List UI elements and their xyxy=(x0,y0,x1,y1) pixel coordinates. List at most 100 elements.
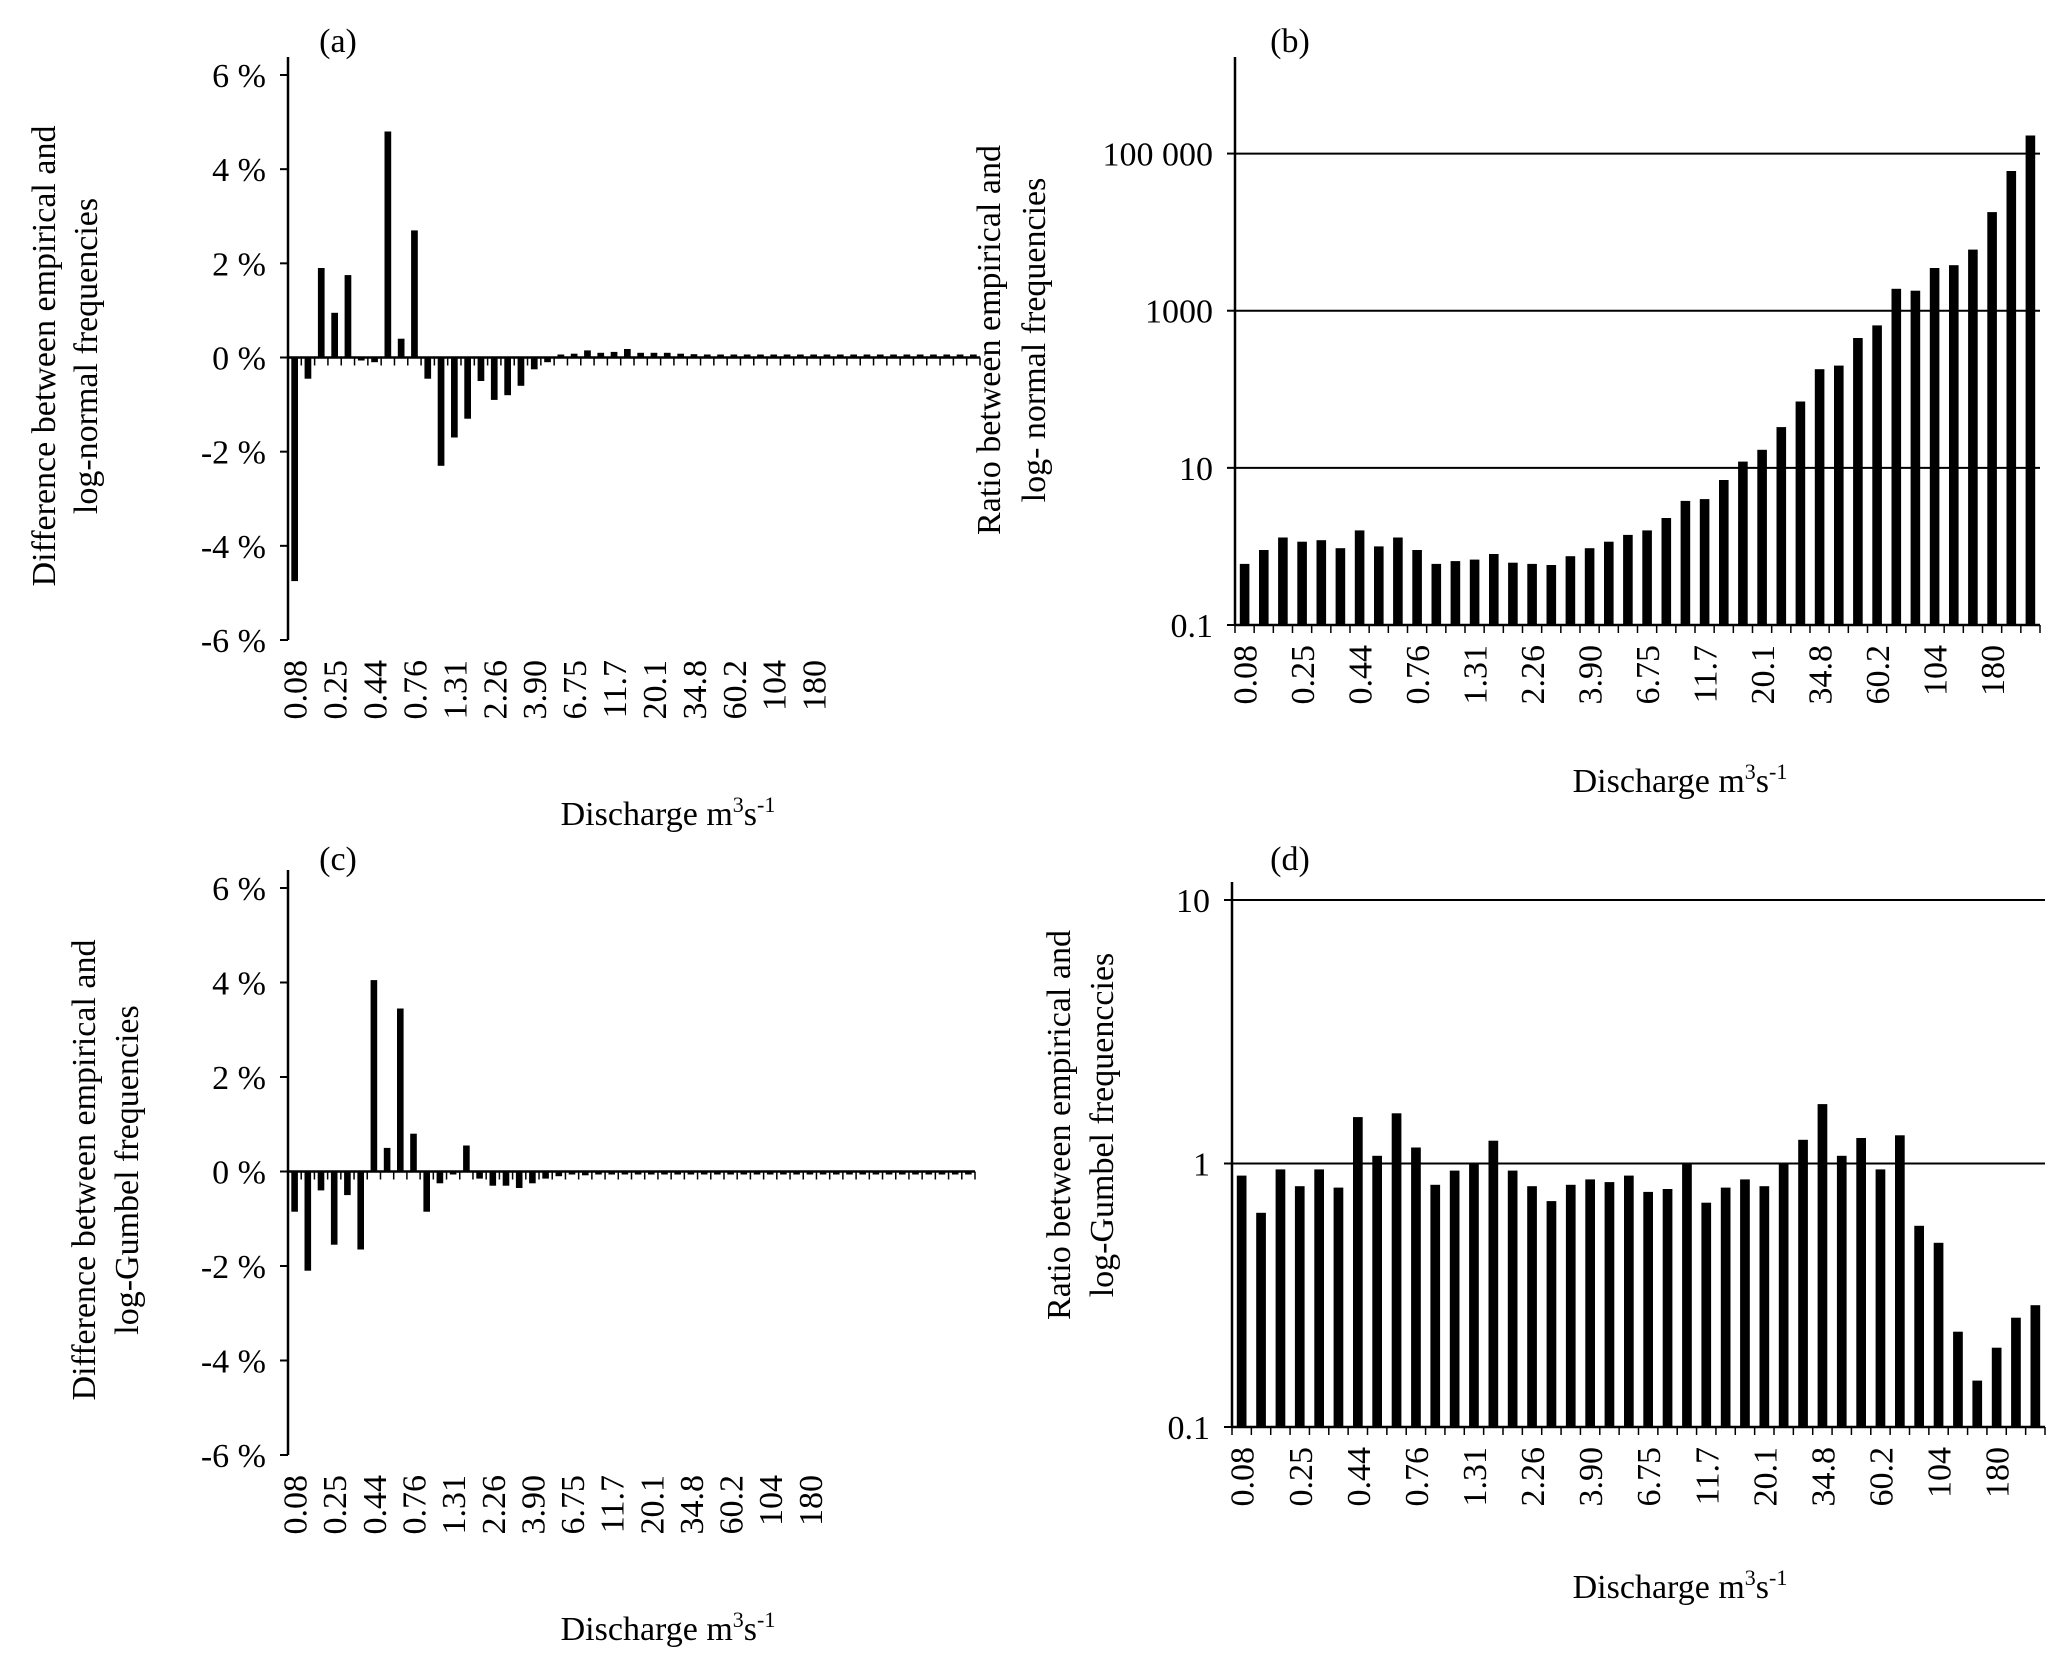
panel-c-bar xyxy=(806,1171,814,1175)
panel-c-bar xyxy=(925,1171,933,1175)
panel-a-ylabel-line1: Difference between empirical and xyxy=(26,126,63,587)
panel-c-ytick-label: -6 % xyxy=(201,1438,266,1475)
panel-a-yticks: 6 % 4 % 2 % 0 % -2 % -4 % -6 % xyxy=(201,58,288,660)
panel-a-bar xyxy=(331,312,338,358)
panel-c-bar xyxy=(700,1171,708,1175)
panel-d-bar xyxy=(1778,1163,1789,1427)
panel-a-xticks: 0.08 0.25 0.44 0.76 1.31 2.26 3.90 6.75 11.7 20.1… xyxy=(278,660,834,720)
panel-c-xtick-label: 1.31 xyxy=(436,1475,473,1535)
panel-b-bar xyxy=(2006,171,2017,625)
panel-d-bar xyxy=(1798,1139,1808,1427)
panel-a-bar xyxy=(677,353,684,358)
panel-b-bar xyxy=(1719,480,1729,625)
panel-b-bar xyxy=(1699,499,1710,625)
panel-b-bar xyxy=(1316,540,1327,625)
panel-a-xtick-label: 20.1 xyxy=(637,660,674,720)
panel-b-bar xyxy=(1776,427,1787,625)
panel-d-bar xyxy=(1895,1135,1905,1427)
panel-b-bar xyxy=(1278,537,1288,625)
panel-b-bar xyxy=(1393,537,1403,625)
panel-a-bar xyxy=(743,354,751,358)
panel-a-bar xyxy=(690,354,698,358)
panel-b-bar xyxy=(1239,563,1250,625)
panel-b-bar xyxy=(1297,541,1307,625)
panel-c-xtick-label: 2.26 xyxy=(476,1475,513,1535)
panel-d: (d) Ratio between empirical and log-Gumb… xyxy=(1041,841,2046,1606)
panel-a-xtick-label: 0.76 xyxy=(397,660,434,720)
panel-c-bar xyxy=(410,1133,417,1172)
panel-a-bar xyxy=(916,354,924,358)
panel-d-ytick-label: 1 xyxy=(1193,1147,1210,1184)
panel-a-xtick-label: 0.25 xyxy=(318,660,355,720)
panel-c-ytick-label: 0 % xyxy=(212,1155,266,1192)
panel-d-xtick-label: 180 xyxy=(1980,1447,2017,1498)
panel-d-bar xyxy=(1933,1242,1944,1427)
panel-b-bar xyxy=(1431,563,1442,625)
panel-c-xtick-label: 104 xyxy=(753,1475,790,1526)
panel-a-bar xyxy=(823,354,831,358)
panel-d-xtick-label: 104 xyxy=(1922,1447,1959,1498)
panel-b-xtick-label: 0.44 xyxy=(1343,645,1380,705)
panel-a-xtick-label: 60.2 xyxy=(717,660,754,720)
panel-d-xtick-label: 6.75 xyxy=(1631,1447,1668,1507)
panel-d-bar xyxy=(1701,1202,1712,1427)
panel-b-bar xyxy=(1814,369,1825,625)
panel-d-bar xyxy=(1488,1140,1499,1427)
panel-b-ytick-label: 100 000 xyxy=(1103,137,1214,174)
panel-a-xlabel: Discharge m3s-1 xyxy=(561,792,776,833)
panel-c-bar xyxy=(727,1171,734,1175)
panel-d-bar xyxy=(1759,1186,1770,1427)
panel-b-bar xyxy=(1680,500,1691,625)
panel-b-bar xyxy=(1489,554,1499,625)
panel-d-bar xyxy=(1682,1163,1692,1427)
panel-b-xtick-label: 20.1 xyxy=(1745,645,1782,705)
panel-c-xtick-label: 180 xyxy=(793,1475,830,1526)
panel-b-xtick-label: 180 xyxy=(1975,645,2012,696)
panel-d-xtick-label: 20.1 xyxy=(1747,1447,1784,1507)
panel-a-bar xyxy=(517,357,525,386)
panel-a-bar xyxy=(317,268,325,358)
panel-c-xtick-label: 6.75 xyxy=(555,1475,592,1535)
panel-a-ytick-label: -6 % xyxy=(201,623,266,660)
panel-d-bar xyxy=(1333,1187,1344,1427)
panel-a-bar xyxy=(797,354,804,358)
panel-b-xtick-label: 0.08 xyxy=(1228,645,1265,705)
panel-b-bar xyxy=(1968,249,1978,625)
panel-b-bar xyxy=(1757,449,1767,625)
panel-a-bar xyxy=(956,354,964,358)
panel-c-bar xyxy=(740,1171,748,1175)
panel-d-bar xyxy=(1353,1117,1363,1427)
panel-b-xtick-label: 6.75 xyxy=(1630,645,1667,705)
panel-a-bar xyxy=(530,357,538,370)
panel-c-xlabel: Discharge m3s-1 xyxy=(561,1607,776,1648)
panel-d-ytick-label: 0.1 xyxy=(1168,1410,1211,1447)
panel-a-bar xyxy=(730,354,738,358)
panel-c-bar xyxy=(608,1171,615,1175)
panel-c-xtick-label: 20.1 xyxy=(634,1475,671,1535)
panel-d-xtick-label: 3.90 xyxy=(1573,1447,1610,1507)
panel-c-bar xyxy=(766,1171,774,1175)
panel-a-xtick-label: 0.08 xyxy=(278,660,315,720)
panel-c-bar xyxy=(965,1171,972,1175)
panel-c-bar xyxy=(515,1171,523,1188)
panel-a-ytick-label: 4 % xyxy=(212,152,266,189)
panel-a-bar xyxy=(597,352,605,358)
panel-b-bar xyxy=(1910,290,1921,625)
panel-c-bar xyxy=(463,1145,470,1172)
panel-d-ylabel-line1: Ratio between empirical and xyxy=(1041,930,1078,1320)
panel-b-ylabel-line1: Ratio between empirical and xyxy=(971,145,1008,535)
panel-a-bar xyxy=(424,357,432,379)
panel-d-bar xyxy=(1314,1169,1324,1427)
panel-b-bar xyxy=(1891,288,1902,625)
panel-c-xtick-label: 0.08 xyxy=(278,1475,315,1535)
panel-a-bar xyxy=(930,354,937,358)
panel-c-bar xyxy=(555,1171,563,1177)
panel-b-xticks: 0.08 0.25 0.44 0.76 1.31 2.26 3.90 6.75 11.7 20.1… xyxy=(1228,645,2013,705)
panel-c-bar xyxy=(529,1171,536,1184)
panel-c-axes xyxy=(286,870,976,1455)
panel-a-bar xyxy=(943,354,951,358)
panel-b-bar xyxy=(1354,530,1365,625)
panel-a-bar xyxy=(970,354,977,358)
panel-d-xtick-label: 34.8 xyxy=(1805,1447,1842,1507)
